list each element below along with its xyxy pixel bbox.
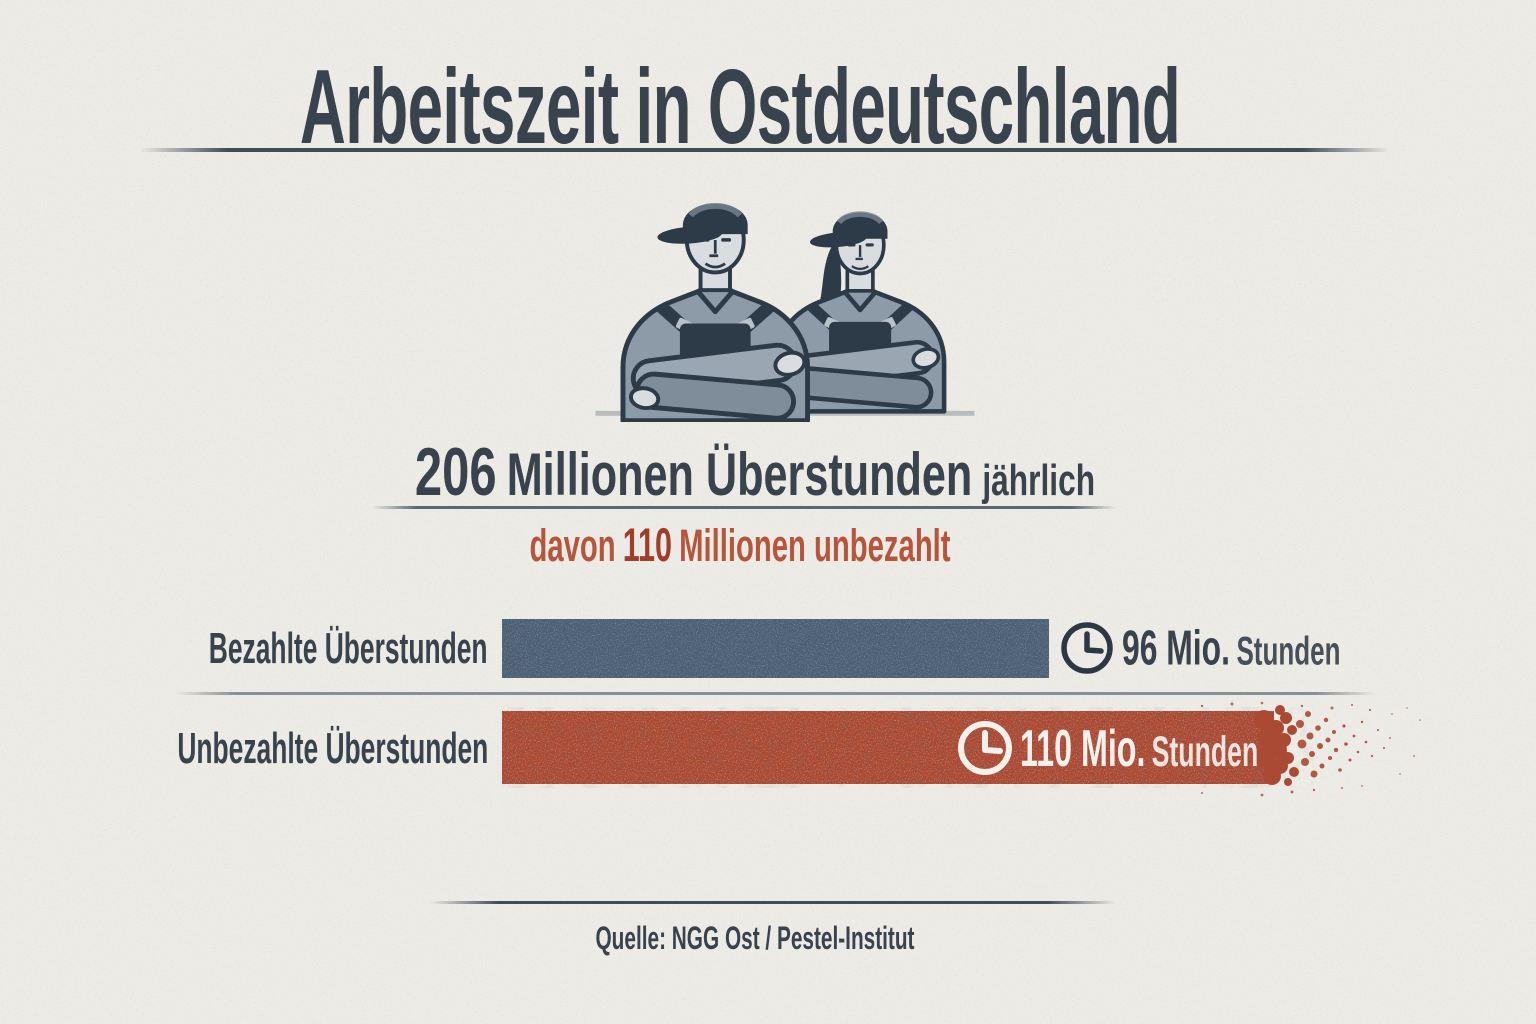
worker-woman	[773, 211, 947, 414]
subheadline-prefix: davon	[529, 520, 616, 571]
bar-value-paid: 96 Mio. Stunden	[1122, 621, 1341, 676]
headline-suffix: jährlich	[982, 456, 1096, 505]
subheadline-number: 110	[622, 518, 673, 571]
workers-illustration	[595, 202, 975, 422]
bar-paid	[502, 619, 1049, 678]
worker-man	[620, 202, 811, 422]
headline: 206 Millionen Überstunden jährlich	[193, 438, 1318, 506]
clock-icon-white	[958, 721, 1012, 775]
bar-value-paid-number: 96 Mio.	[1122, 621, 1230, 676]
bar-value-unpaid: 110 Mio. Stunden	[1020, 723, 1258, 775]
bar-unpaid-spray	[1200, 701, 1421, 797]
bar-unpaid	[502, 701, 1421, 797]
subheadline: davon 110 Millionen unbezahlt	[223, 521, 1258, 568]
clock-icon	[1061, 622, 1113, 674]
bar-value-unpaid-number: 110 Mio.	[1020, 720, 1146, 778]
page-title: Arbeitszeit in Ostdeutschland	[299, 48, 1181, 166]
headline-number: 206	[414, 434, 497, 510]
headline-text: Millionen Überstunden	[506, 441, 973, 508]
bar-label-unpaid: Unbezahlte Überstunden	[177, 724, 488, 773]
title-divider	[140, 148, 1390, 152]
bar-label-paid: Bezahlte Überstunden	[209, 624, 488, 673]
headline-divider	[372, 506, 1116, 509]
bar-value-unpaid-unit: Stunden	[1151, 728, 1259, 776]
subheadline-suffix: Millionen unbezahlt	[679, 520, 951, 571]
bar-value-paid-unit: Stunden	[1236, 629, 1341, 674]
source-text: Quelle: NGG Ost / Pestel-Institut	[595, 920, 915, 956]
row-divider	[175, 692, 1376, 695]
source-divider	[430, 901, 1116, 904]
